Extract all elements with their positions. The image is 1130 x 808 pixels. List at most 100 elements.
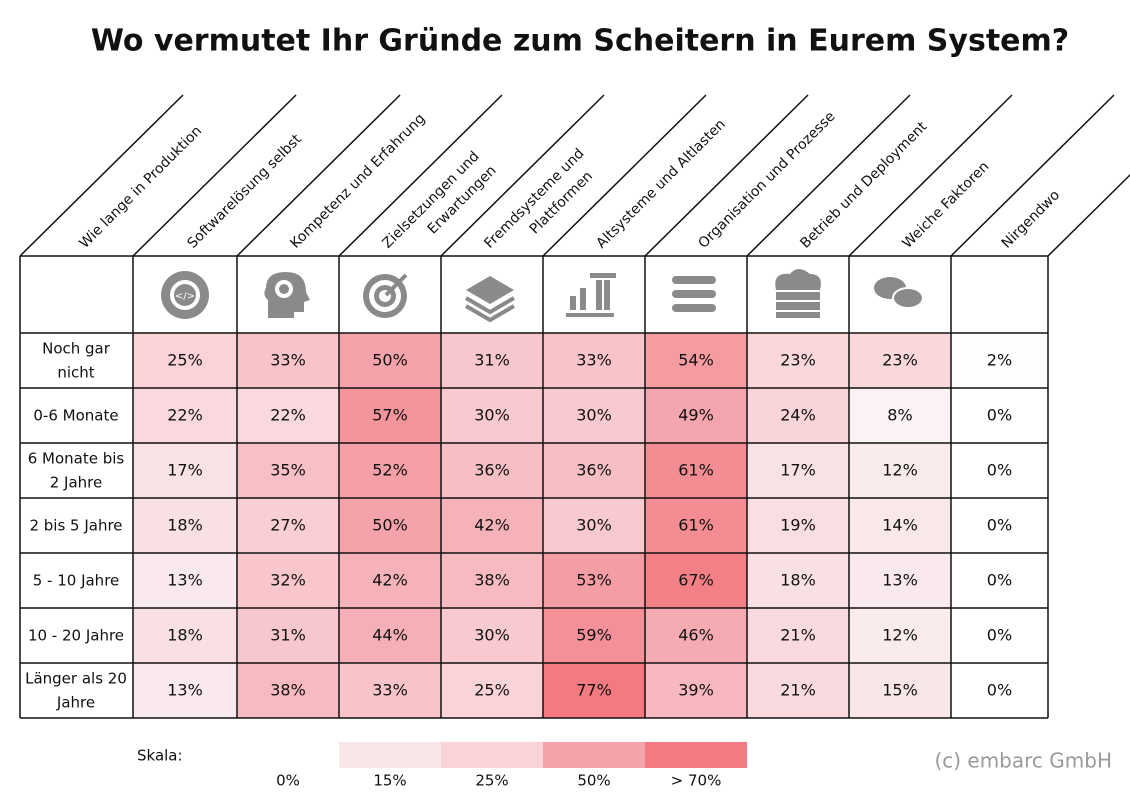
- heat-cell: [543, 663, 645, 718]
- icons: </>: [161, 269, 924, 323]
- heat-cell: [543, 553, 645, 608]
- row-label: 6 Monate bis: [28, 450, 125, 468]
- heat-cell: [441, 498, 543, 553]
- heat-cell: [237, 608, 339, 663]
- heat-cell: [133, 608, 237, 663]
- icon-target: [363, 273, 408, 318]
- cell-label: 30%: [576, 406, 612, 425]
- cell-label: 15%: [882, 681, 918, 700]
- heat-cell: [237, 388, 339, 443]
- column-header-text: Softwarelösung selbst: [185, 131, 306, 252]
- heat-cell: [237, 443, 339, 498]
- row-label: 5 - 10 Jahre: [33, 572, 120, 590]
- cell-label: 12%: [882, 461, 918, 480]
- cell-label: 22%: [167, 406, 203, 425]
- cell-label: 33%: [270, 351, 306, 370]
- copyright: (c) embarc GmbH: [934, 749, 1112, 773]
- heat-cell: [747, 388, 849, 443]
- diagonal-line: [644, 94, 809, 257]
- heat-cell: [951, 663, 1048, 718]
- heat-cell: [543, 333, 645, 388]
- column-header-text: Wie lange in Produktion: [76, 123, 205, 252]
- heat-cell: [747, 608, 849, 663]
- cell-label: 38%: [270, 681, 306, 700]
- cell-label: 38%: [474, 571, 510, 590]
- diagonal-line: [848, 94, 1013, 257]
- diagonal-line: [132, 94, 297, 257]
- cell-label: 0%: [987, 516, 1012, 535]
- heat-cell: [951, 333, 1048, 388]
- cell-label: 18%: [780, 571, 816, 590]
- cell-label: 22%: [270, 406, 306, 425]
- heat-cell: [747, 498, 849, 553]
- icon-gear: </>: [161, 271, 209, 319]
- heat-cell: [951, 553, 1048, 608]
- heat-cell: [133, 333, 237, 388]
- diagonal-line: [440, 94, 605, 257]
- cell-label: 53%: [576, 571, 612, 590]
- heat-cell: [543, 388, 645, 443]
- cell-label: 39%: [678, 681, 714, 700]
- cell-label: 0%: [987, 571, 1012, 590]
- icon-layers: [464, 276, 516, 323]
- cell-label: 30%: [474, 626, 510, 645]
- scale-tick-label: 25%: [475, 772, 508, 790]
- cell-label: 0%: [987, 406, 1012, 425]
- cell-label: 31%: [270, 626, 306, 645]
- heat-cell: [849, 388, 951, 443]
- heat-cell: [645, 608, 747, 663]
- heat-cell: [133, 388, 237, 443]
- cell-label: 46%: [678, 626, 714, 645]
- cell-label: 24%: [780, 406, 816, 425]
- heat-cell: [543, 498, 645, 553]
- cell-label: 0%: [987, 626, 1012, 645]
- icon-head: [264, 272, 310, 318]
- scale-box: [339, 742, 441, 768]
- cell-label: 33%: [576, 351, 612, 370]
- heat-cell: [849, 498, 951, 553]
- scale-tick-label: 0%: [276, 772, 300, 790]
- cell-label: 23%: [780, 351, 816, 370]
- heat-cell: [849, 553, 951, 608]
- cell-label: 61%: [678, 516, 714, 535]
- cell-label: 27%: [270, 516, 306, 535]
- heat-cell: [133, 498, 237, 553]
- heat-cell: [339, 608, 441, 663]
- cell-label: 13%: [167, 681, 203, 700]
- cell-label: 2%: [987, 351, 1012, 370]
- row-label: 2 Jahre: [50, 474, 103, 492]
- column-header-text: Weiche Faktoren: [899, 159, 992, 252]
- heat-cell: [951, 443, 1048, 498]
- cell-label: 54%: [678, 351, 714, 370]
- cell-label: 30%: [576, 516, 612, 535]
- heat-cell: [339, 663, 441, 718]
- cell-label: 21%: [780, 681, 816, 700]
- heat-cell: [645, 663, 747, 718]
- heat-cell: [747, 443, 849, 498]
- scale-tick-label: > 70%: [671, 772, 722, 790]
- heat-cell: [645, 443, 747, 498]
- heat-cell: [133, 553, 237, 608]
- heat-cell: [849, 608, 951, 663]
- column-header: Weiche Faktoren: [899, 159, 992, 252]
- heat-cell: [339, 553, 441, 608]
- row-label: Noch gar: [42, 340, 111, 358]
- cell-label: 49%: [678, 406, 714, 425]
- cell-label: 17%: [167, 461, 203, 480]
- heat-cell: [849, 443, 951, 498]
- diagonal-line: [542, 94, 707, 257]
- heat-cell: [339, 333, 441, 388]
- diagonal-line: [236, 94, 401, 257]
- column-header: Softwarelösung selbst: [185, 131, 306, 252]
- row-label: 0-6 Monate: [33, 407, 118, 425]
- heat-cell: [237, 663, 339, 718]
- heat-cell: [849, 663, 951, 718]
- heat-cell: [441, 553, 543, 608]
- heat-cell: [441, 443, 543, 498]
- diagonal-line: [19, 94, 184, 257]
- heat-cell: [951, 498, 1048, 553]
- heat-cell: [237, 498, 339, 553]
- heat-cell: [133, 663, 237, 718]
